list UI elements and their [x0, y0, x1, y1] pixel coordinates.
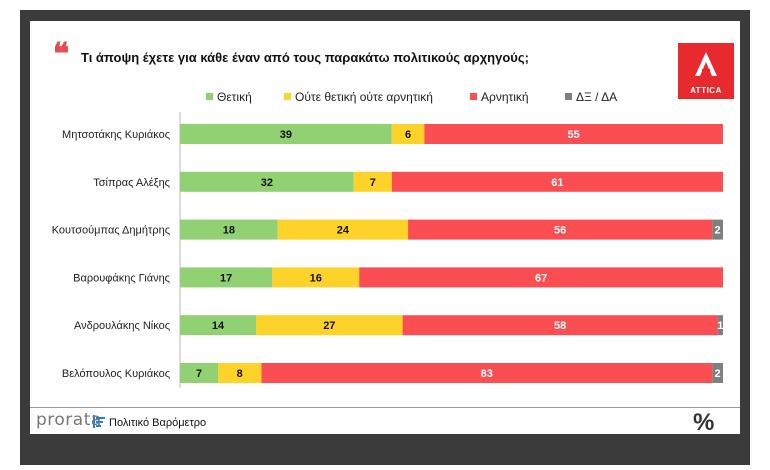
attica-logo-icon — [695, 52, 717, 76]
bar-segment — [402, 315, 718, 336]
logo-label: ATTICA — [690, 86, 722, 95]
attica-logo: ATTICA — [678, 43, 734, 99]
data-label: 1 — [717, 320, 723, 332]
category-label: Βελόπουλος Κυριάκος — [62, 368, 170, 380]
prorata-bars-icon — [93, 415, 105, 428]
category-label: Κουτσούμπας Δημήτρης — [52, 225, 170, 237]
legend-label: Αρνητική — [481, 90, 529, 104]
bar-segment — [391, 124, 425, 144]
category-label: Μητσοτάκης Κυριάκος — [62, 129, 170, 141]
data-label: 55 — [568, 129, 580, 141]
data-label: 18 — [223, 225, 235, 237]
data-label: 56 — [554, 225, 566, 237]
legend-swatch — [284, 93, 291, 100]
data-label: 16 — [310, 272, 322, 284]
category-label: Τσίπρας Αλέξης — [93, 177, 170, 189]
bar-segment — [424, 124, 723, 144]
legend-item-positive: Θετική — [206, 90, 252, 104]
legend-item-dk-na: ΔΞ / ΔΑ — [565, 90, 617, 104]
data-label: 61 — [551, 177, 563, 189]
data-label: 2 — [715, 225, 721, 237]
bar-segment — [712, 363, 723, 383]
percent-icon: % — [693, 409, 715, 436]
data-label: 83 — [481, 368, 493, 380]
prorata-logo: prorata — [36, 410, 102, 430]
legend-label: Ούτε θετική ούτε αρνητική — [295, 90, 433, 104]
data-label: 7 — [370, 177, 376, 189]
data-label: 67 — [535, 272, 547, 284]
legend-swatch — [565, 93, 572, 100]
bar-segment — [712, 219, 723, 240]
data-label: 27 — [323, 320, 335, 332]
bar-segment — [180, 124, 392, 144]
data-label: 2 — [715, 368, 721, 380]
bar-segment — [717, 315, 723, 336]
bar-segment — [180, 315, 257, 336]
category-label: Βαρουφάκης Γιάνης — [73, 272, 170, 284]
chart-legend: Θετική Ούτε θετική ούτε αρνητική Αρνητικ… — [0, 90, 770, 106]
data-label: 17 — [220, 272, 232, 284]
data-label: 39 — [280, 129, 292, 141]
bar-segment — [408, 219, 713, 240]
bar-segment — [256, 315, 403, 336]
legend-item-neutral: Ούτε θετική ούτε αρνητική — [284, 90, 433, 104]
category-label: Ανδρουλάκης Νίκος — [74, 320, 170, 332]
bar-segment — [353, 171, 392, 192]
bar-segment — [261, 363, 713, 383]
bar-segment — [180, 219, 278, 240]
bar-segment — [180, 171, 354, 192]
data-label: 6 — [405, 129, 411, 141]
data-label: 24 — [337, 225, 350, 237]
bar-segment — [359, 267, 723, 288]
bar-segment — [272, 267, 360, 288]
data-label: 7 — [196, 368, 202, 380]
chart-title: Τι άποψη έχετε για κάθε έναν από τους πα… — [81, 50, 529, 65]
bar-segment — [277, 219, 409, 240]
bar-segment — [180, 267, 273, 288]
data-label: 58 — [554, 320, 566, 332]
quote-icon: ❝ — [53, 37, 69, 72]
stacked-bar-chart: Μητσοτάκης Κυριάκος 39 6 55 Τσίπρας Αλέξης 32… — [52, 112, 723, 388]
data-label: 8 — [237, 368, 243, 380]
legend-item-negative: Αρνητική — [470, 90, 529, 104]
bar-segment — [218, 363, 262, 383]
legend-swatch — [206, 93, 213, 100]
legend-label: ΔΞ / ΔΑ — [576, 90, 618, 104]
legend-label: Θετική — [217, 90, 252, 104]
bar-segment — [180, 363, 219, 383]
data-label: 32 — [261, 177, 273, 189]
legend-swatch — [470, 93, 477, 100]
bar-segment — [391, 171, 723, 192]
footer-divider — [30, 407, 740, 408]
footer-label: Πολιτικό Βαρόμετρο — [109, 417, 207, 429]
data-label: 14 — [212, 320, 225, 332]
